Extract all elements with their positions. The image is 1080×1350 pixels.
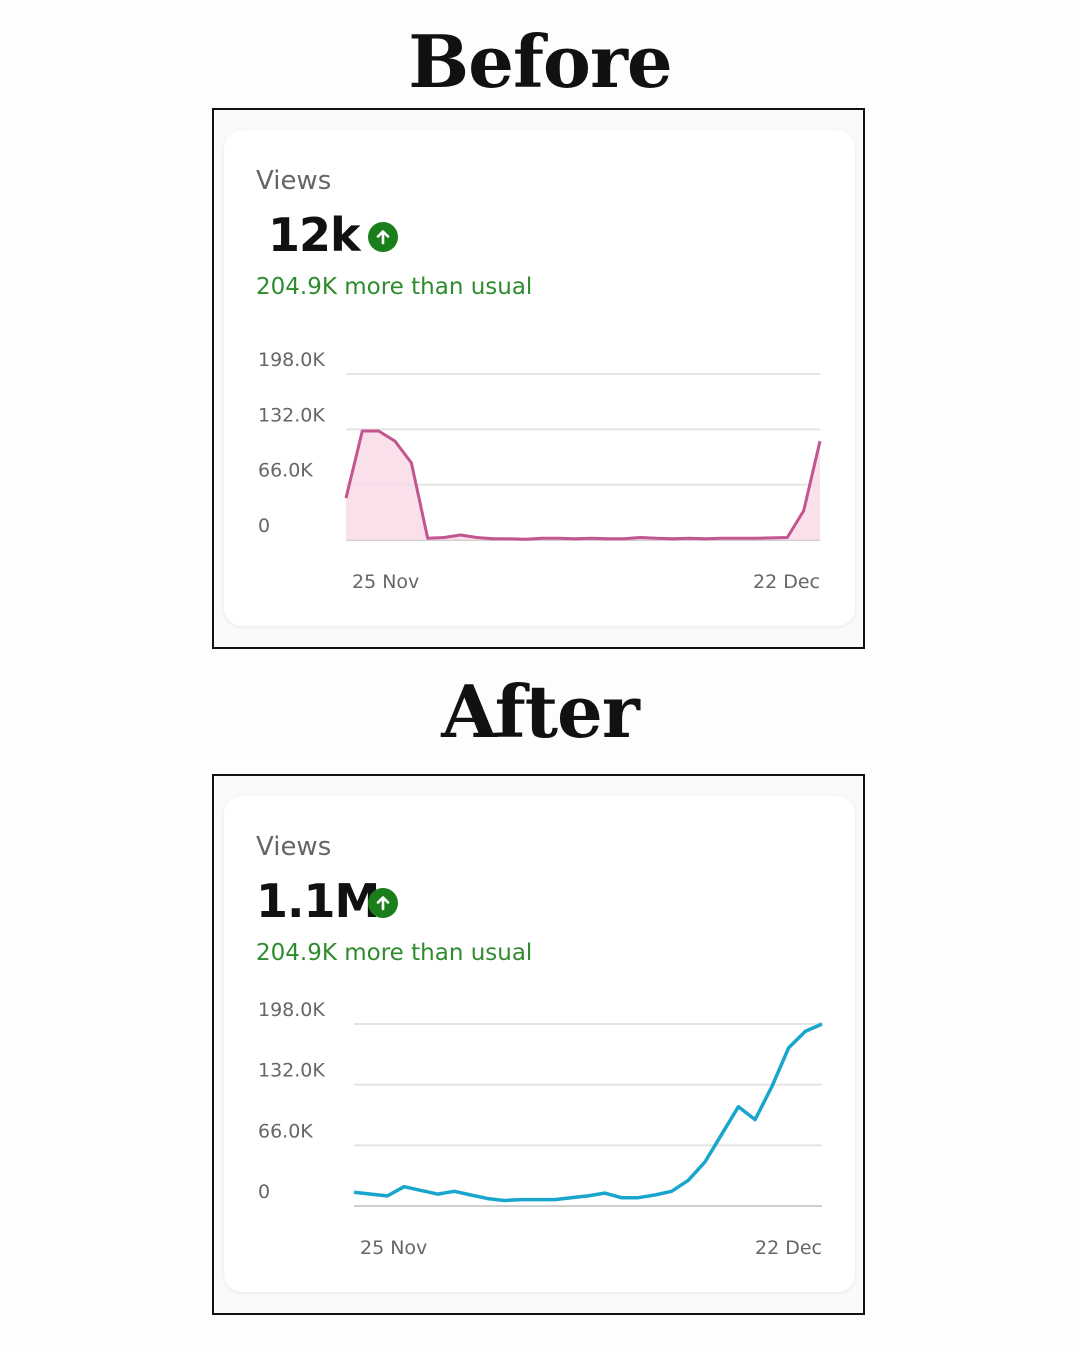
views-label: Views [256, 832, 332, 862]
y-tick-label: 66.0K [258, 1120, 313, 1142]
y-tick-label: 66.0K [258, 460, 313, 482]
y-tick-label: 0 [258, 1181, 270, 1203]
views-value: 1.1M [256, 874, 380, 928]
views-chart: 198.0K 132.0K 66.0K 0 25 Nov 22 Dec [258, 349, 822, 593]
before-heading: Before [408, 19, 672, 104]
x-tick-label: 22 Dec [755, 1237, 822, 1259]
x-tick-label: 25 Nov [352, 571, 419, 593]
series-line [353, 1022, 823, 1203]
views-chart: 198.0K 132.0K 66.0K 0 25 Nov 22 Dec [258, 999, 823, 1259]
delta-text: 204.9K more than usual [256, 940, 533, 966]
series-area [346, 431, 820, 540]
analytics-card: Views 1.1M 204.9K more than usual 198.0K… [224, 796, 855, 1292]
after-panel: Views 1.1M 204.9K more than usual 198.0K… [212, 774, 865, 1315]
analytics-card: Views 12k 204.9K more than usual 198.0K 1… [224, 130, 855, 626]
x-tick-label: 25 Nov [360, 1237, 427, 1259]
y-tick-label: 132.0K [258, 1060, 325, 1082]
arrow-up-circle-icon [368, 222, 398, 252]
y-tick-label: 0 [258, 515, 270, 537]
series-line [344, 429, 822, 541]
y-tick-label: 198.0K [258, 349, 325, 371]
y-tick-label: 198.0K [258, 999, 325, 1021]
views-label: Views [256, 166, 332, 196]
arrow-up-circle-icon [368, 888, 398, 918]
before-panel: Views 12k 204.9K more than usual 198.0K 1… [212, 108, 865, 649]
delta-text: 204.9K more than usual [256, 274, 533, 300]
views-value: 12k [268, 208, 361, 262]
x-tick-label: 22 Dec [753, 571, 820, 593]
y-tick-label: 132.0K [258, 404, 325, 426]
after-heading: After [441, 669, 640, 754]
